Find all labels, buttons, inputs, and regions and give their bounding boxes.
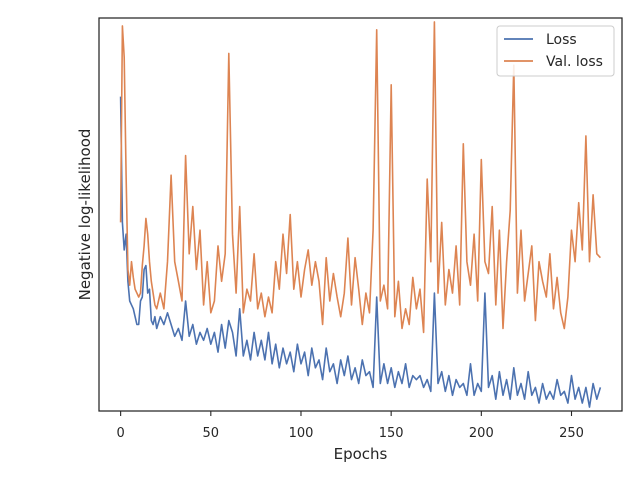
series-line-val-loss	[119, 21, 601, 334]
series-layer	[119, 21, 602, 408]
legend-label-loss: Loss	[546, 32, 577, 48]
x-tick-label: 100	[289, 426, 314, 441]
plot-frame	[98, 17, 623, 412]
x-axis-ticks: 0 50 100 150 200 250	[117, 411, 584, 441]
x-tick-label: 200	[469, 426, 494, 441]
x-tick-label: 0	[117, 426, 125, 441]
plot-background	[99, 18, 622, 411]
legend-label-val-loss: Val. loss	[546, 54, 603, 70]
legend: Loss Val. loss	[496, 25, 615, 77]
x-axis-label: Epochs	[334, 445, 388, 463]
series-line-loss	[119, 96, 602, 408]
x-tick-label: 50	[203, 426, 220, 441]
y-axis-label: Negative log-likelihood	[76, 129, 94, 301]
x-tick-label: 250	[559, 426, 584, 441]
x-tick-label: 150	[379, 426, 404, 441]
